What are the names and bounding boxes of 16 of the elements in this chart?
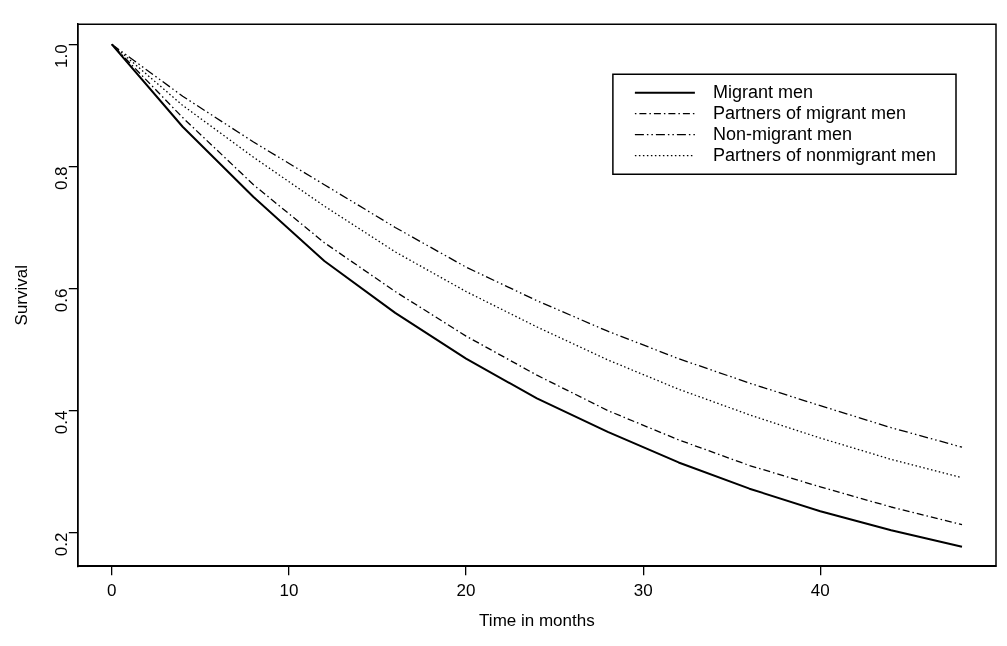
x-tick-label: 30 xyxy=(633,581,653,601)
x-tick-label: 40 xyxy=(810,581,830,601)
legend-label: Migrant men xyxy=(712,81,813,102)
y-tick-label: 0.4 xyxy=(52,410,72,435)
x-axis-title: Time in months xyxy=(479,611,595,631)
x-tick-label: 10 xyxy=(279,581,299,601)
y-tick-label: 0.2 xyxy=(52,532,72,557)
x-tick-label: 20 xyxy=(456,581,476,601)
y-tick-label: 0.6 xyxy=(52,288,72,313)
legend-label: Partners of migrant men xyxy=(712,102,906,123)
legend-label: Non-migrant men xyxy=(712,123,852,144)
y-tick-label: 0.8 xyxy=(52,166,72,191)
legend-label: Partners of nonmigrant men xyxy=(712,144,937,165)
x-tick-label: 0 xyxy=(107,581,117,601)
y-tick-label: 1.0 xyxy=(52,44,72,68)
y-axis-title: Survival xyxy=(11,264,31,326)
